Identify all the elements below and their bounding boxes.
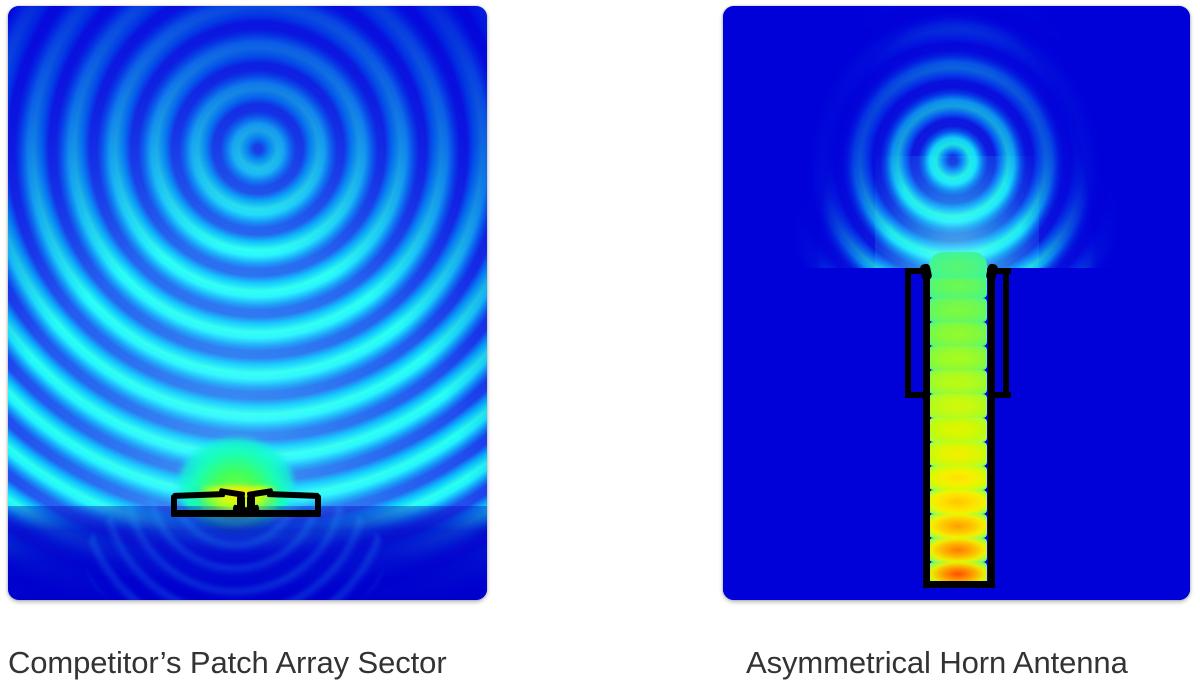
guide-right-wall [988,276,995,588]
standing-wave-cell [929,442,987,466]
standing-wave-cell [929,370,987,394]
standing-wave-cell [929,514,987,538]
patch-array-caption: Competitor’s Patch Array Sector [8,645,447,680]
standing-wave-cell [929,274,987,298]
patch-array-field-plot [8,6,487,600]
standing-wave-cell [929,394,987,418]
patch-array-structure [171,486,321,522]
standing-wave-cell [929,418,987,442]
patch-array-panel [8,6,487,600]
array-right-end-wall [315,494,321,514]
array-right-inner-wall [247,496,255,512]
standing-wave-cell [929,490,987,514]
standing-wave-cell [929,538,987,562]
choke-right-top [995,268,1011,274]
horn-antenna-caption: Asymmetrical Horn Antenna [746,645,1128,680]
array-ground-plane [171,510,321,517]
choke-right-bottom [991,392,1011,398]
horn-antenna-field-plot [723,6,1190,600]
array-left-inner-wall [237,496,245,512]
guide-shorting-plate [923,581,995,588]
array-right-patch-upper [266,491,320,499]
guide-left-wall [923,276,930,588]
array-left-end-wall [171,494,177,514]
array-left-patch-upper [172,491,226,499]
choke-left-top [905,268,923,274]
standing-wave-cell [929,466,987,490]
choke-left-bottom [905,392,925,398]
aperture-cell [929,252,987,278]
waveguide-standing-wave [929,252,987,586]
standing-wave-cell [929,346,987,370]
horn-antenna-panel [723,6,1190,600]
rear-lobe-suppression-region [8,506,487,600]
horn-structure [905,263,1011,588]
choke-left-outer-wall [905,268,911,398]
choke-right-outer-wall [1003,268,1009,398]
standing-wave-cell [929,322,987,346]
standing-wave-cell [929,298,987,322]
